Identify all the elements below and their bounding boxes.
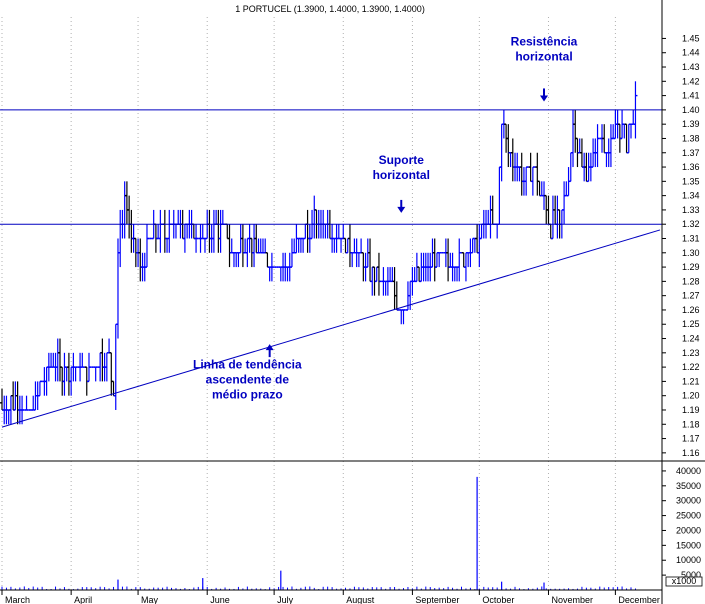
- price-tick-label: 1.20: [682, 391, 700, 401]
- volume-tick-label: 20000: [676, 525, 701, 535]
- month-label: November: [551, 595, 593, 604]
- price-tick-label: 1.43: [682, 62, 700, 72]
- price-tick-label: 1.29: [682, 262, 700, 272]
- price-tick-label: 1.23: [682, 348, 700, 358]
- price-tick-label: 1.30: [682, 248, 700, 258]
- price-tick-label: 1.33: [682, 205, 700, 215]
- price-tick-label: 1.35: [682, 176, 700, 186]
- price-tick-label: 1.39: [682, 119, 700, 129]
- volume-unit-label: x1000: [672, 576, 697, 586]
- month-label: June: [210, 595, 230, 604]
- annotation-text-line: Linha de tendência: [193, 358, 302, 372]
- annotation-text-line: horizontal: [515, 50, 572, 64]
- price-tick-label: 1.41: [682, 91, 700, 101]
- volume-tick-label: 15000: [676, 540, 701, 550]
- price-tick-label: 1.36: [682, 162, 700, 172]
- volume-tick-label: 10000: [676, 555, 701, 565]
- price-tick-label: 1.18: [682, 419, 700, 429]
- price-tick-label: 1.38: [682, 133, 700, 143]
- annotation-text-line: médio prazo: [212, 388, 283, 402]
- month-label: September: [415, 595, 459, 604]
- price-axis: 1.16 1.17 1.18 1.19 1.20 1.21 1.22 1.23 1.24 1.25…: [662, 33, 700, 458]
- month-label: May: [141, 595, 159, 604]
- annotation-arrow-head: [540, 95, 549, 102]
- annotation-text-line: Suporte: [379, 153, 425, 167]
- month-axis: March April May June July August September Octo…: [1, 590, 660, 604]
- volume-tick-label: 25000: [676, 511, 701, 521]
- price-tick-label: 1.42: [682, 76, 700, 86]
- month-label: December: [618, 595, 660, 604]
- annotation-arrow-head: [397, 206, 406, 213]
- price-tick-label: 1.19: [682, 405, 700, 415]
- annotation-arrow-head: [265, 344, 274, 351]
- volume-axis: 5000 10000 15000 20000 25000 30000 35000 40000 x…: [662, 466, 703, 587]
- volume-tick-label: 5000: [681, 570, 701, 580]
- price-tick-label: 1.31: [682, 234, 700, 244]
- price-tick-label: 1.28: [682, 276, 700, 286]
- month-label: July: [277, 595, 294, 604]
- month-label: April: [74, 595, 92, 604]
- price-tick-label: 1.24: [682, 334, 700, 344]
- horizontal-levels: [0, 109, 662, 225]
- price-tick-label: 1.44: [682, 48, 700, 58]
- trendline-group: [1, 229, 661, 428]
- chart-title: 1 PORTUCEL (1.3900, 1.4000, 1.3900, 1.40…: [235, 4, 425, 14]
- price-tick-label: 1.34: [682, 191, 700, 201]
- trendline: [1, 229, 661, 428]
- volume-tick-label: 35000: [676, 481, 701, 491]
- price-tick-label: 1.17: [682, 434, 700, 444]
- annotation-text-line: horizontal: [373, 168, 430, 182]
- price-tick-label: 1.37: [682, 148, 700, 158]
- month-label: October: [482, 595, 514, 604]
- month-label: March: [5, 595, 30, 604]
- volume-tick-label: 30000: [676, 496, 701, 506]
- price-tick-label: 1.45: [682, 33, 700, 43]
- price-tick-label: 1.16: [682, 448, 700, 458]
- price-tick-label: 1.32: [682, 219, 700, 229]
- volume-unit-box: [665, 576, 703, 587]
- price-tick-label: 1.26: [682, 305, 700, 315]
- annotation-text-line: ascendente de: [206, 373, 290, 387]
- price-tick-label: 1.21: [682, 376, 700, 386]
- annotations: ResistênciahorizontalSuportehorizontalLi…: [193, 35, 578, 402]
- price-tick-label: 1.40: [682, 105, 700, 115]
- price-tick-label: 1.25: [682, 319, 700, 329]
- price-tick-label: 1.22: [682, 362, 700, 372]
- month-label: August: [346, 595, 375, 604]
- price-tick-label: 1.27: [682, 291, 700, 301]
- volume-tick-label: 40000: [676, 466, 701, 476]
- annotation-text-line: Resistência: [511, 35, 578, 49]
